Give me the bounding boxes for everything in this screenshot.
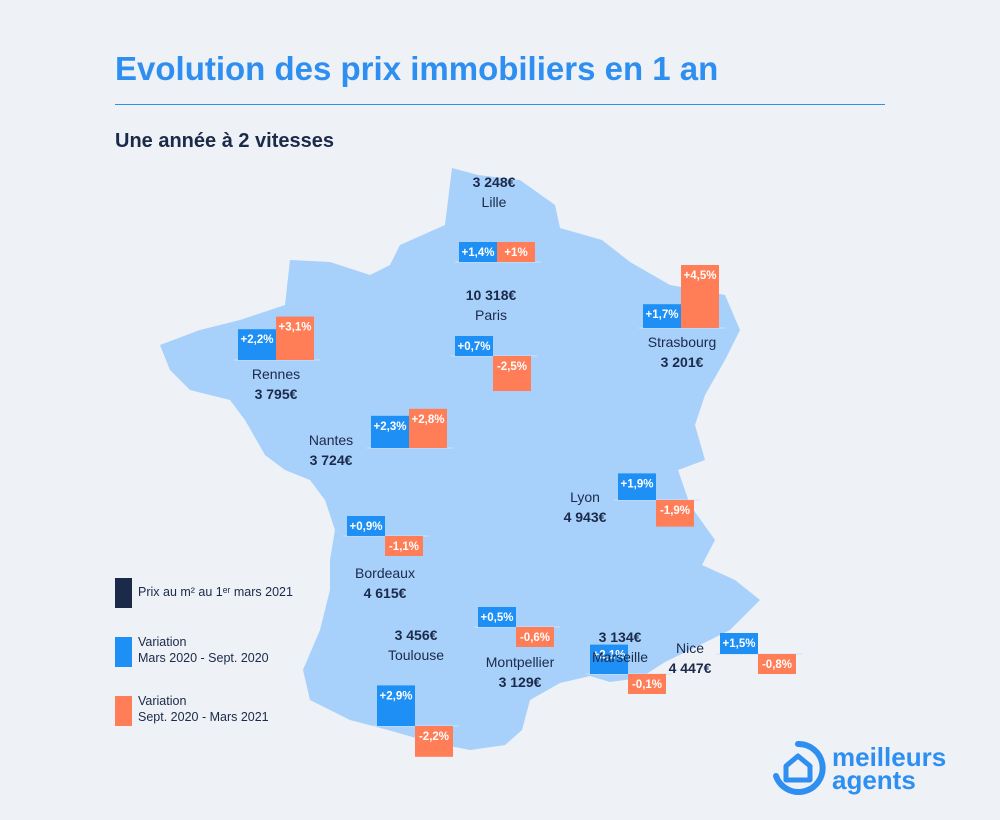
bar-rennes-var2 xyxy=(276,316,314,360)
city-price-montpellier: 3 129€ xyxy=(499,674,542,690)
bar-label-paris-var1: +0,7% xyxy=(458,341,491,353)
page-title: Evolution des prix immobiliers en 1 an xyxy=(115,50,719,87)
page-subtitle: Une année à 2 vitesses xyxy=(115,130,335,152)
bar-label-strasbourg-var1: +1,7% xyxy=(646,309,679,321)
bar-label-lyon-var1: +1,9% xyxy=(621,478,654,490)
city-price-bordeaux: 4 615€ xyxy=(364,585,407,601)
bar-nantes-var1 xyxy=(371,415,409,448)
bar-montpellier-var2 xyxy=(516,627,554,647)
bar-label-lille-var1: +1,4% xyxy=(462,247,495,259)
bar-rennes-var1 xyxy=(238,329,276,360)
legend-label-price: Prix au m² au 1ᵉʳ mars 2021 xyxy=(138,585,293,599)
legend-swatch-price xyxy=(115,578,132,608)
city-name-strasbourg: Strasbourg xyxy=(648,334,716,350)
bar-bordeaux-var1 xyxy=(347,516,385,536)
legend-label-var1-period: Mars 2020 - Sept. 2020 xyxy=(138,651,269,665)
bar-label-montpellier-var2: -0,6% xyxy=(520,632,550,644)
title-divider xyxy=(115,104,885,105)
bar-label-paris-var2: -2,5% xyxy=(497,361,527,373)
bar-label-bordeaux-var2: -1,1% xyxy=(389,541,419,553)
bar-bordeaux-var2 xyxy=(385,536,423,556)
bar-nice-var1 xyxy=(720,633,758,654)
bar-label-marseille-var2: -0,1% xyxy=(632,679,662,691)
bar-label-rennes-var1: +2,2% xyxy=(241,334,274,346)
bar-lille-var2 xyxy=(497,242,535,262)
city-name-nantes: Nantes xyxy=(309,432,353,448)
bar-marseille-var2 xyxy=(628,674,666,694)
bar-label-toulouse-var1: +2,9% xyxy=(380,690,413,702)
city-name-lyon: Lyon xyxy=(570,489,600,505)
bar-label-lyon-var2: -1,9% xyxy=(660,505,690,517)
bar-label-bordeaux-var1: +0,9% xyxy=(350,521,383,533)
city-name-paris: Paris xyxy=(475,307,507,323)
bar-label-strasbourg-var2: +4,5% xyxy=(684,270,717,282)
bar-lyon-var2 xyxy=(656,500,694,527)
bar-label-nice-var1: +1,5% xyxy=(723,638,756,650)
city-price-rennes: 3 795€ xyxy=(255,386,298,402)
city-name-marseille: Marseille xyxy=(592,649,648,665)
bar-label-lille-var2: +1% xyxy=(504,247,527,259)
city-price-nantes: 3 724€ xyxy=(310,452,353,468)
logo-house-icon xyxy=(773,740,826,795)
city-name-nice: Nice xyxy=(676,640,704,656)
city-price-strasbourg: 3 201€ xyxy=(661,354,704,370)
bar-marseille-var1 xyxy=(590,644,628,674)
city-price-marseille: 3 134€ xyxy=(599,629,642,645)
city-price-lyon: 4 943€ xyxy=(564,509,607,525)
bar-label-rennes-var2: +3,1% xyxy=(279,322,312,334)
bar-toulouse-var1 xyxy=(377,685,415,726)
bar-label-nantes-var2: +2,8% xyxy=(412,414,445,426)
logo-word-1: meilleurs xyxy=(832,742,947,772)
france-land-shape xyxy=(160,168,760,750)
city-name-montpellier: Montpellier xyxy=(486,654,555,670)
city-price-toulouse: 3 456€ xyxy=(395,627,438,643)
city-name-rennes: Rennes xyxy=(252,366,300,382)
legend-label-var2-title: Variation xyxy=(138,694,187,708)
bar-paris-var2 xyxy=(493,356,531,391)
bar-lyon-var1 xyxy=(618,473,656,500)
city-price-lille: 3 248€ xyxy=(473,174,516,190)
bar-label-montpellier-var1: +0,5% xyxy=(481,612,514,624)
bar-label-nice-var2: -0,8% xyxy=(762,659,792,671)
bar-strasbourg-var2 xyxy=(681,265,719,328)
bar-strasbourg-var1 xyxy=(643,304,681,328)
city-price-paris: 10 318€ xyxy=(466,287,517,303)
legend-swatch-var1 xyxy=(115,637,132,667)
bar-toulouse-var2 xyxy=(415,726,453,757)
legend-label-var1-title: Variation xyxy=(138,635,187,649)
city-price-nice: 4 447€ xyxy=(669,660,712,676)
city-name-lille: Lille xyxy=(482,194,507,210)
bar-label-marseille-var1: +2,1% xyxy=(593,650,626,662)
bar-label-toulouse-var2: -2,2% xyxy=(419,731,449,743)
bar-montpellier-var1 xyxy=(478,607,516,627)
bar-paris-var1 xyxy=(455,336,493,356)
legend-swatch-var2 xyxy=(115,696,132,726)
bar-nice-var2 xyxy=(758,654,796,674)
bar-lille-var1 xyxy=(459,242,497,262)
meilleurs-agents-logo: meilleurs agents xyxy=(770,740,980,800)
bar-label-nantes-var1: +2,3% xyxy=(374,421,407,433)
legend-label-var2-period: Sept. 2020 - Mars 2021 xyxy=(138,710,269,724)
bar-nantes-var2 xyxy=(409,408,447,448)
city-name-toulouse: Toulouse xyxy=(388,647,444,663)
logo-word-2: agents xyxy=(832,765,916,795)
city-name-bordeaux: Bordeaux xyxy=(355,565,415,581)
